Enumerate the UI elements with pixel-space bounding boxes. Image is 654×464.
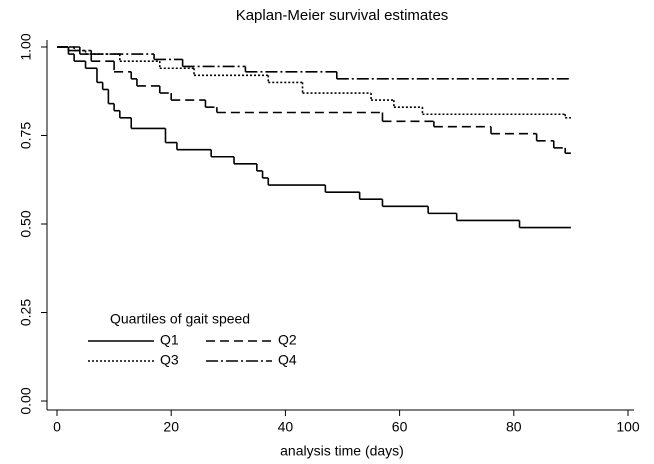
legend-label: Q4 — [278, 352, 297, 368]
x-axis-label: analysis time (days) — [280, 443, 404, 459]
x-tick-label: 0 — [53, 419, 61, 435]
x-tick-label: 20 — [163, 419, 179, 435]
chart-title: Kaplan-Meier survival estimates — [236, 7, 449, 24]
x-tick-label: 80 — [506, 419, 522, 435]
y-tick-label: 0.25 — [18, 299, 34, 326]
y-tick-label: 1.00 — [18, 33, 34, 60]
legend-label: Q2 — [278, 332, 297, 348]
legend-title: Quartiles of gait speed — [110, 311, 250, 327]
x-tick-label: 60 — [392, 419, 408, 435]
y-tick-label: 0.75 — [18, 122, 34, 149]
y-tick-label: 0.50 — [18, 210, 34, 237]
x-tick-label: 100 — [616, 419, 640, 435]
y-tick-label: 0.00 — [18, 387, 34, 414]
legend-label: Q1 — [160, 332, 179, 348]
legend-label: Q3 — [160, 352, 179, 368]
x-tick-label: 40 — [278, 419, 294, 435]
